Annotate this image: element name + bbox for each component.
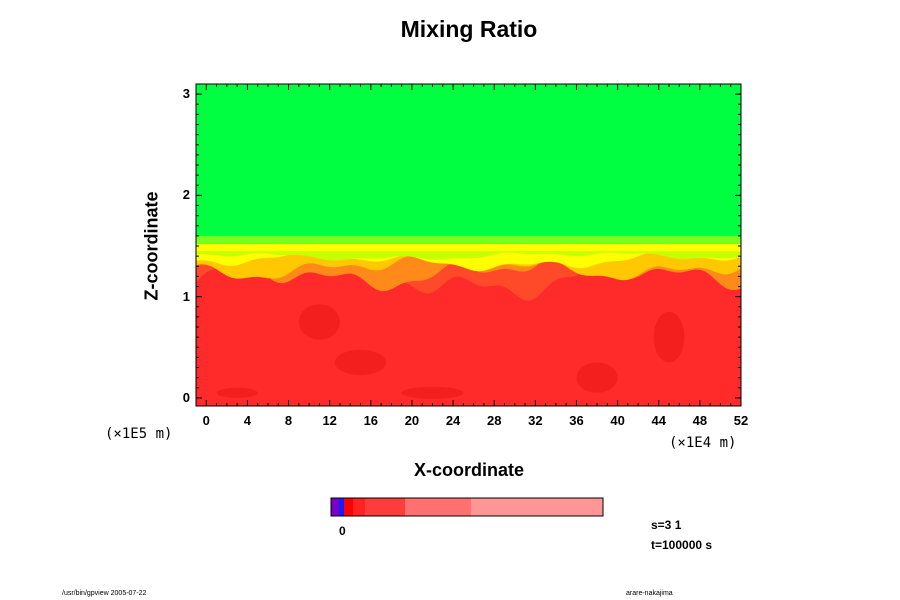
footer-right: arare-nakajima	[626, 590, 673, 597]
patch-4	[216, 387, 258, 398]
plot-frame	[195, 83, 742, 407]
colorbar-segment-1	[339, 498, 344, 516]
colorbar-segment-0	[331, 498, 339, 516]
x-tick-label: 36	[569, 413, 584, 428]
patch-0	[334, 349, 387, 376]
x-tick-label: 20	[404, 413, 420, 428]
x-tick-label: 12	[322, 413, 337, 428]
colorbar-border	[330, 497, 604, 517]
y-axis-label: Z-coordinate	[141, 191, 162, 301]
plot-border	[195, 83, 742, 407]
colorbar-segment-3	[353, 498, 365, 516]
annotation-s: s=3 1	[651, 518, 682, 532]
x-tick-label: 44	[651, 413, 666, 428]
x-tick-label: 48	[692, 413, 708, 428]
interface-line	[196, 243, 741, 252]
y-scale-note: (×1E5 m)	[105, 426, 173, 442]
colorbar	[330, 497, 604, 517]
colorbar-segment-5	[405, 498, 471, 516]
x-tick-label: 32	[528, 413, 543, 428]
region-1	[196, 84, 741, 252]
colorbar-segment-4	[365, 498, 405, 516]
patch-2	[576, 362, 618, 393]
annotation-t: t=100000 s	[651, 538, 713, 552]
x-scale-note: (×1E4 m)	[669, 435, 737, 451]
patch-5	[298, 304, 340, 340]
x-tick-label: 8	[284, 413, 293, 428]
patch-1	[401, 386, 464, 399]
y-tick-label: 1	[182, 288, 190, 304]
y-tick-label: 0	[182, 389, 190, 405]
x-tick-label: 52	[733, 413, 749, 428]
heatmap-field	[196, 84, 741, 406]
x-tick-label: 28	[486, 413, 502, 428]
y-tick-label: 3	[182, 86, 190, 102]
y-tick-label: 2	[182, 187, 190, 203]
x-tick-label: 40	[610, 413, 625, 428]
x-tick-label: 4	[243, 413, 252, 428]
x-axis-label: X-coordinate	[413, 460, 524, 480]
patch-3	[653, 311, 685, 363]
transition-layer-4	[196, 251, 741, 261]
x-tick-label: 0	[202, 413, 210, 428]
chart-title: Mixing Ratio	[400, 16, 538, 42]
colorbar-segment-2	[344, 498, 353, 516]
x-tick-label: 16	[363, 413, 379, 428]
footer-left: /usr/bin/gpview 2005-07-22	[62, 590, 147, 597]
colorbar-label: 0	[339, 524, 346, 538]
x-tick-label: 24	[445, 413, 461, 428]
colorbar-segment-6	[471, 498, 603, 516]
